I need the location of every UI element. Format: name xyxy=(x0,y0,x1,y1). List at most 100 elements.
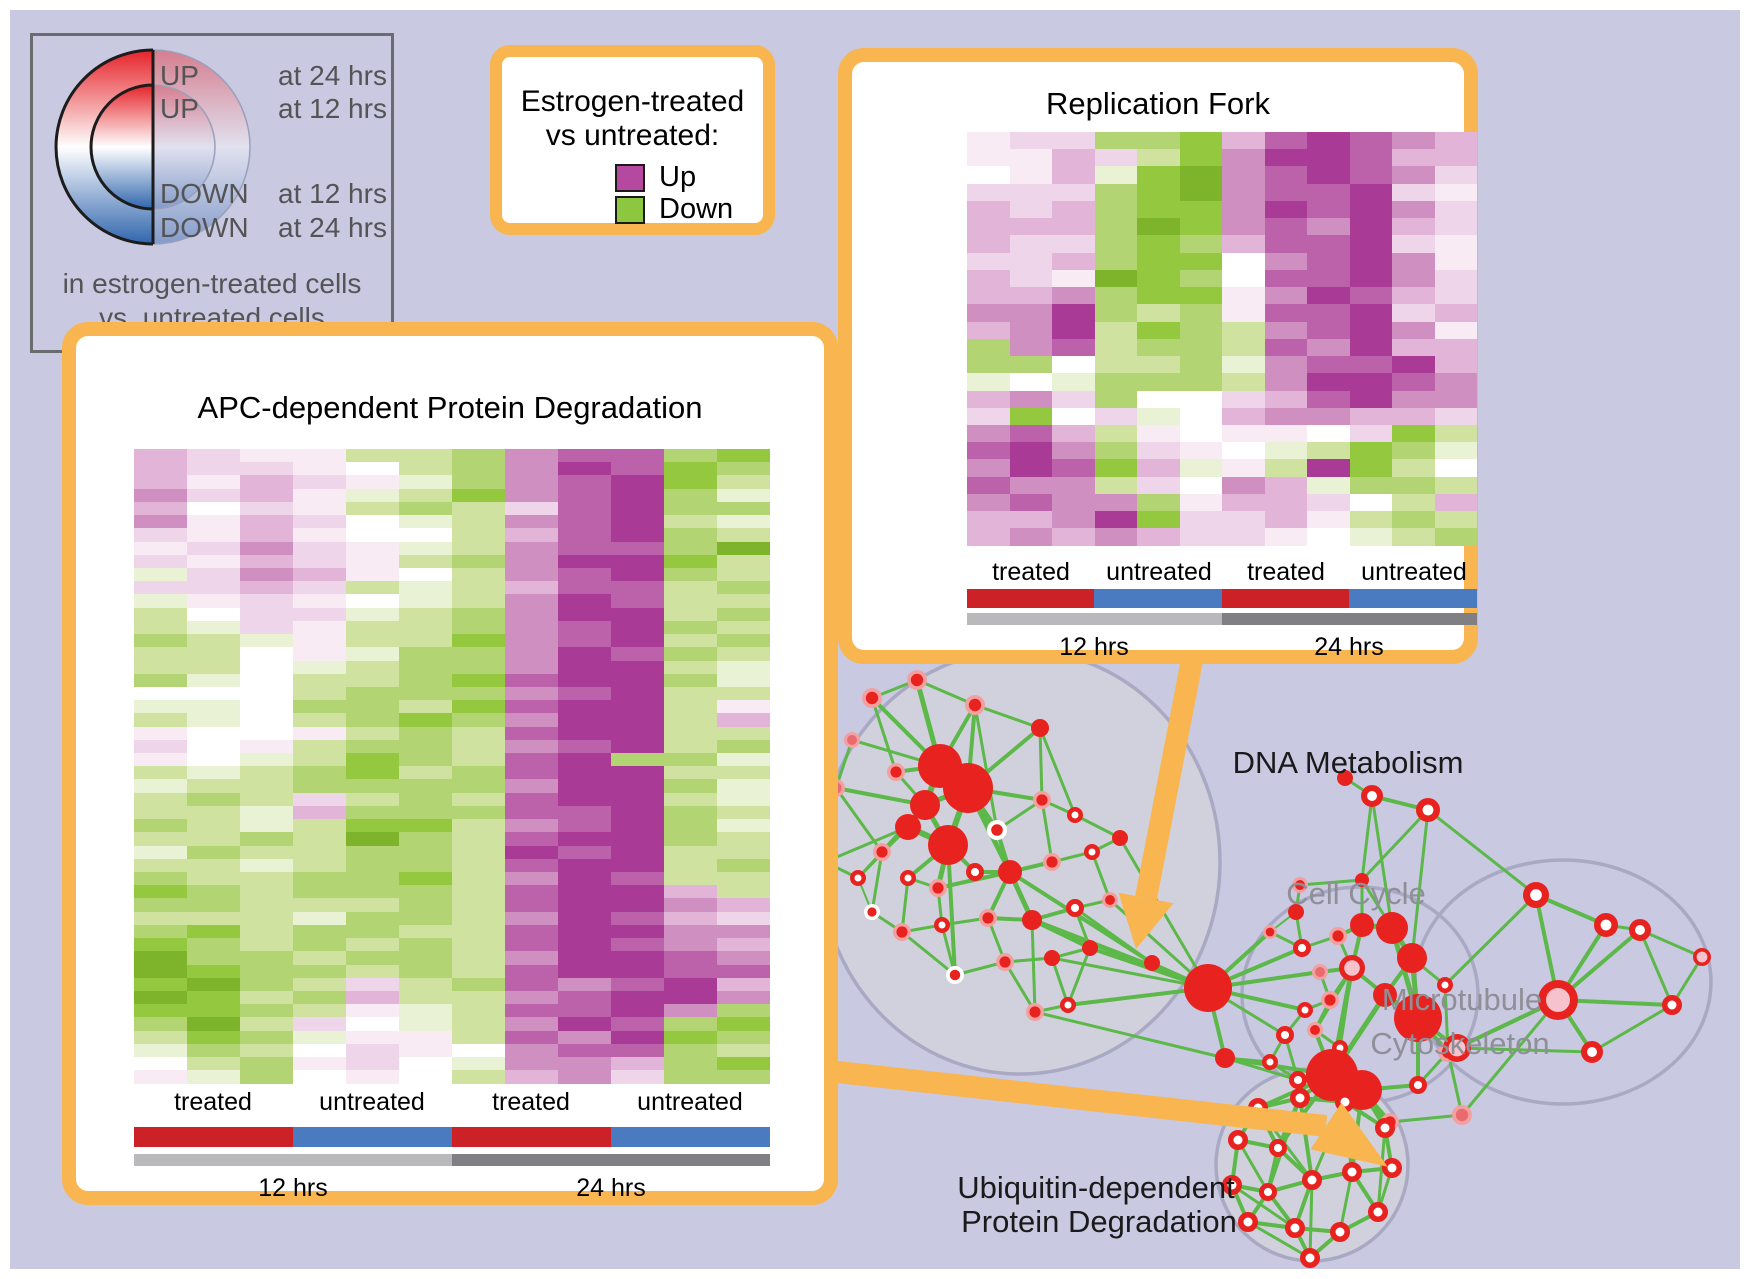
heatmap-cell xyxy=(505,832,558,846)
heatmap-cell xyxy=(967,390,1010,408)
heatmap-cell xyxy=(1009,373,1052,391)
heatmap-cell xyxy=(558,1004,611,1018)
heatmap-cell xyxy=(452,700,505,714)
heatmap-cell xyxy=(452,951,505,965)
heatmap-cell xyxy=(611,554,664,568)
heatmap-cell xyxy=(717,1004,770,1018)
heatmap-cell xyxy=(240,753,293,767)
heatmap-cell xyxy=(399,792,452,806)
heatmap-row xyxy=(134,832,770,846)
network-edge xyxy=(1426,808,1538,897)
heatmap-cell xyxy=(1307,149,1350,167)
heatmap-row xyxy=(134,462,770,476)
heatmap-cell xyxy=(1349,132,1392,150)
heatmap-cell xyxy=(1179,321,1222,339)
heatmap-cell xyxy=(399,1057,452,1071)
heatmap-cell xyxy=(611,686,664,701)
heatmap-cell xyxy=(452,673,505,687)
heatmap-cell xyxy=(187,449,240,463)
heatmap-cell xyxy=(187,475,240,489)
heatmap-cell xyxy=(1179,132,1222,150)
heatmap-cell xyxy=(399,462,452,476)
heatmap-cell xyxy=(505,1057,558,1071)
heatmap-cell xyxy=(1264,132,1307,150)
group-label: untreated xyxy=(319,1088,425,1116)
heatmap-cell xyxy=(611,819,664,833)
heatmap-cell xyxy=(346,898,399,912)
heatmap-cell xyxy=(293,713,346,727)
heatmap-cell xyxy=(967,493,1010,512)
heatmap-cell xyxy=(293,726,346,740)
heatmap-cell xyxy=(664,501,717,516)
heatmap-cell xyxy=(452,449,505,463)
network-node-solid xyxy=(928,825,968,865)
heatmap-cell xyxy=(1392,407,1435,425)
heatmap-cell xyxy=(1137,218,1180,236)
network-node-halo-core xyxy=(1310,1025,1320,1035)
heatmap-cell xyxy=(187,924,240,939)
heatmap-cell xyxy=(1052,252,1095,270)
heatmap-cell xyxy=(717,911,770,925)
heatmap-cell xyxy=(717,924,770,939)
heatmap-cell xyxy=(1222,287,1265,305)
heatmap-cell xyxy=(293,475,346,489)
heatmap-cell xyxy=(399,990,452,1005)
heatmap-cell xyxy=(558,700,611,714)
heatmap-cell xyxy=(1392,424,1435,443)
12hrs-bar xyxy=(134,1154,452,1166)
heatmap-cell xyxy=(664,673,717,687)
heatmap-cell xyxy=(1392,356,1435,374)
heatmap-cell xyxy=(1349,218,1392,236)
heatmap-cell xyxy=(187,766,240,780)
heatmap-cell xyxy=(1052,511,1095,529)
heatmap-cell xyxy=(134,938,187,952)
heatmap-cell xyxy=(240,792,293,806)
heatmap-cell xyxy=(717,792,770,806)
heatmap-cell xyxy=(399,779,452,793)
network-edge xyxy=(1236,1138,1270,1194)
heatmap-cell xyxy=(1222,493,1265,512)
heatmap-cell xyxy=(664,713,717,727)
heatmap-cell xyxy=(967,356,1010,374)
heatmap-cell xyxy=(664,541,717,555)
heatmap-cell xyxy=(1179,269,1222,288)
heatmap-cell xyxy=(187,554,240,568)
heatmap-cell xyxy=(664,1004,717,1018)
heatmap-cell xyxy=(1434,511,1477,529)
heatmap-row xyxy=(967,442,1477,460)
heatmap-cell xyxy=(1222,407,1265,425)
network-node-solid xyxy=(895,814,921,840)
heatmap-cell xyxy=(1009,390,1052,408)
heatmap-cell xyxy=(346,620,399,635)
network-node-solid xyxy=(1373,983,1397,1007)
heatmap-cell xyxy=(187,581,240,595)
heatmap-cell xyxy=(134,951,187,965)
heatmap-cell xyxy=(558,885,611,899)
heatmap-cell xyxy=(967,476,1010,494)
network-edge xyxy=(1050,956,1210,990)
heatmap-cell xyxy=(505,726,558,740)
heatmap-cell xyxy=(240,647,293,661)
heatmap-cell xyxy=(611,924,664,939)
heatmap-cell xyxy=(187,779,240,793)
heatmap-cell xyxy=(240,805,293,820)
heatmap-cell xyxy=(505,779,558,793)
heatmap-cell xyxy=(134,990,187,1005)
heatmap-cell xyxy=(399,1030,452,1044)
heatmap-cell xyxy=(1179,304,1222,322)
heatmap-cell xyxy=(664,766,717,780)
heatmap-cell xyxy=(293,686,346,701)
heatmap-row xyxy=(134,858,770,872)
heatmap-cell xyxy=(1307,442,1350,460)
heatmap-cell xyxy=(346,713,399,727)
network-node-solid xyxy=(1337,770,1353,786)
heatmap-cell xyxy=(134,766,187,780)
heatmap-cell xyxy=(1052,442,1095,460)
heatmap-cell xyxy=(611,872,664,886)
heatmap-cell xyxy=(611,911,664,925)
heatmap-cell xyxy=(240,462,293,476)
heatmap-cell xyxy=(967,287,1010,305)
network-edge xyxy=(1360,794,1374,882)
heatmap-cell xyxy=(187,594,240,608)
network-edge xyxy=(900,876,910,934)
